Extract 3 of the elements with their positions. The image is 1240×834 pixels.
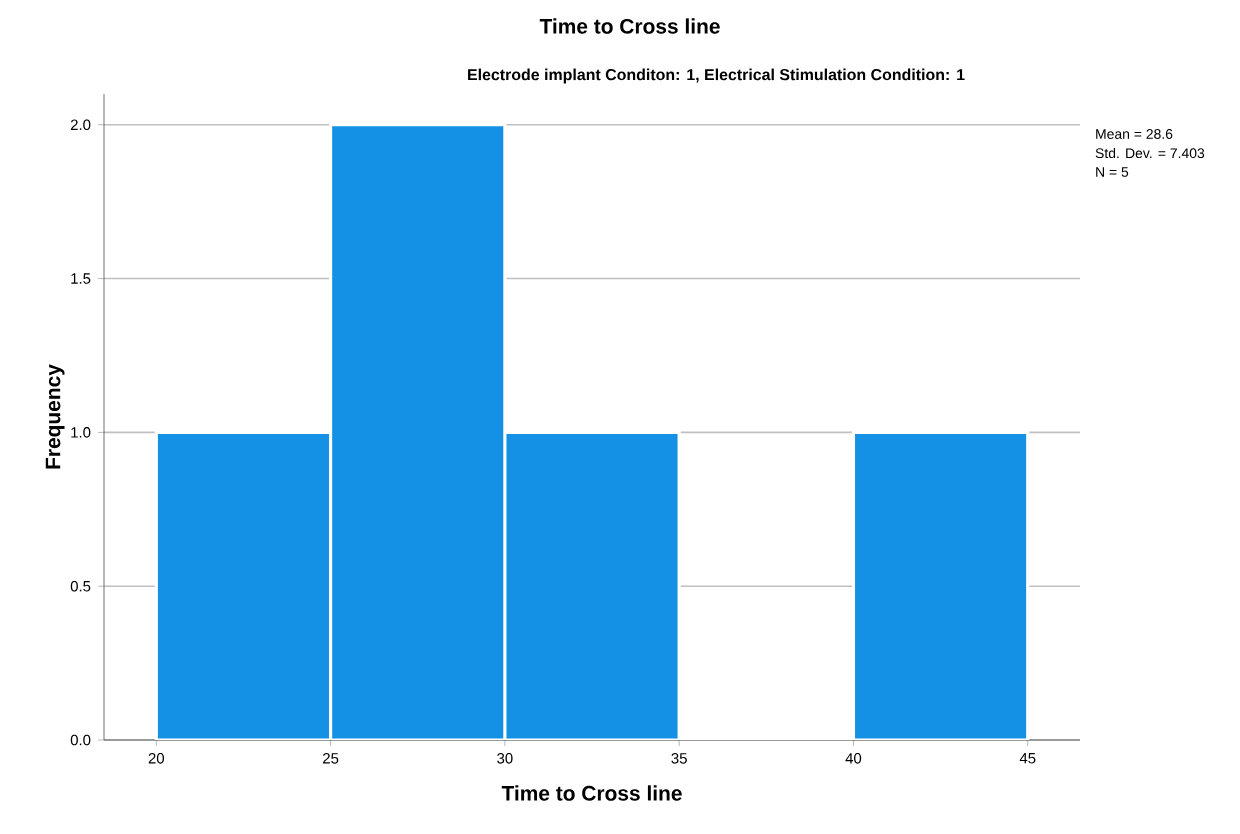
- chart-title: Time to Cross line: [539, 18, 720, 34]
- x-axis-title: Time to Cross line: [501, 785, 682, 801]
- y-axis-title: Frequency: [45, 364, 65, 469]
